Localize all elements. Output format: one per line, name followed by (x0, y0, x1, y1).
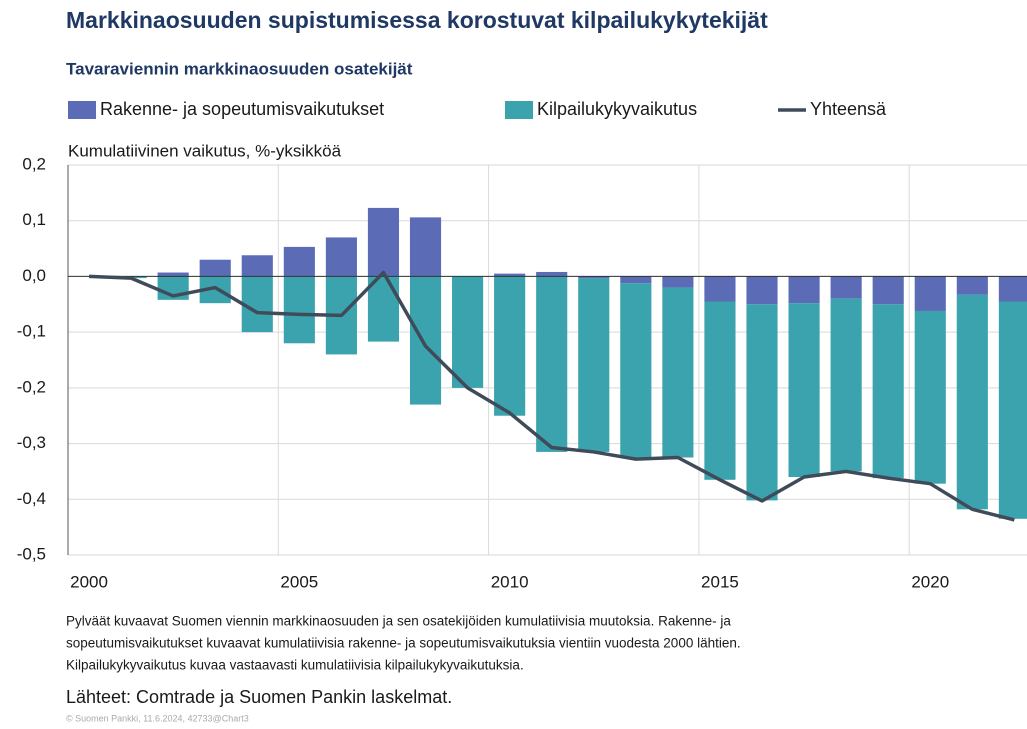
y-tick-label: -0,3 (17, 433, 46, 452)
x-tick-label: 2010 (491, 572, 529, 591)
bar (409, 276, 442, 405)
bar (367, 276, 400, 342)
bar (956, 276, 988, 295)
x-tick-label: 2005 (280, 572, 318, 591)
note: Pylväät kuvaavat Suomen viennin markkina… (66, 614, 731, 629)
y-tick-label: 0,2 (22, 154, 46, 173)
note: Kilpailukykyvaikutus kuvaa vastaavasti k… (66, 658, 524, 673)
x-tick-label: 2015 (701, 572, 739, 591)
legend-label: Kilpailukykyvaikutus (537, 99, 697, 119)
bar (620, 276, 652, 284)
bar (830, 298, 862, 472)
bar (746, 304, 778, 501)
x-tick-label: 2020 (911, 572, 949, 591)
legend-swatch (68, 101, 96, 119)
line (88, 270, 1015, 522)
bar (283, 276, 315, 344)
bar (409, 217, 442, 277)
bar (494, 273, 526, 277)
bar (872, 276, 904, 305)
legend-label: Yhteensä (810, 99, 887, 119)
chart-subtitle: Tavaraviennin markkinaosuuden osatekijät (66, 59, 413, 78)
bar (578, 276, 610, 279)
legend-swatch (505, 101, 533, 119)
bar (872, 304, 904, 479)
bar (830, 276, 862, 299)
y-tick-label: -0,5 (17, 544, 46, 563)
bar (788, 276, 820, 304)
bar (704, 301, 736, 480)
bar (241, 276, 273, 333)
bar (367, 207, 400, 277)
bar (241, 255, 273, 277)
y-tick-label: 0,0 (22, 266, 46, 285)
bar (662, 276, 694, 288)
bar (199, 259, 231, 277)
bar (998, 301, 1027, 519)
bar (746, 276, 778, 305)
y-tick-label: -0,4 (17, 489, 46, 508)
y-axis-label: Kumulatiivinen vaikutus, %-yksikköä (68, 141, 342, 160)
bar (494, 276, 526, 416)
note: sopeutumisvaikutukset kuvaavat kumulatii… (66, 636, 741, 651)
bar (956, 294, 988, 510)
bar (452, 276, 484, 388)
bar (536, 271, 568, 277)
bar (914, 310, 946, 484)
bar (662, 287, 694, 458)
x-tick-label: 2000 (70, 572, 108, 591)
copyright: © Suomen Pankki, 11.6.2024, 42733@Chart3 (66, 713, 249, 723)
bar (620, 283, 652, 459)
bar (914, 276, 946, 311)
y-tick-label: -0,1 (17, 322, 46, 341)
bar (283, 246, 315, 277)
bar (704, 276, 736, 302)
bar (157, 272, 189, 277)
bar (578, 278, 610, 452)
legend-label: Rakenne- ja sopeutumisvaikutukset (100, 99, 384, 119)
y-tick-label: 0,1 (22, 210, 46, 229)
chart-title: Markkinaosuuden supistumisessa korostuva… (66, 7, 768, 33)
bar (536, 276, 568, 452)
bar (788, 303, 820, 477)
bar (998, 276, 1027, 302)
bar (325, 237, 357, 277)
y-tick-label: -0,2 (17, 377, 46, 396)
source: Lähteet: Comtrade ja Suomen Pankin laske… (66, 687, 452, 707)
